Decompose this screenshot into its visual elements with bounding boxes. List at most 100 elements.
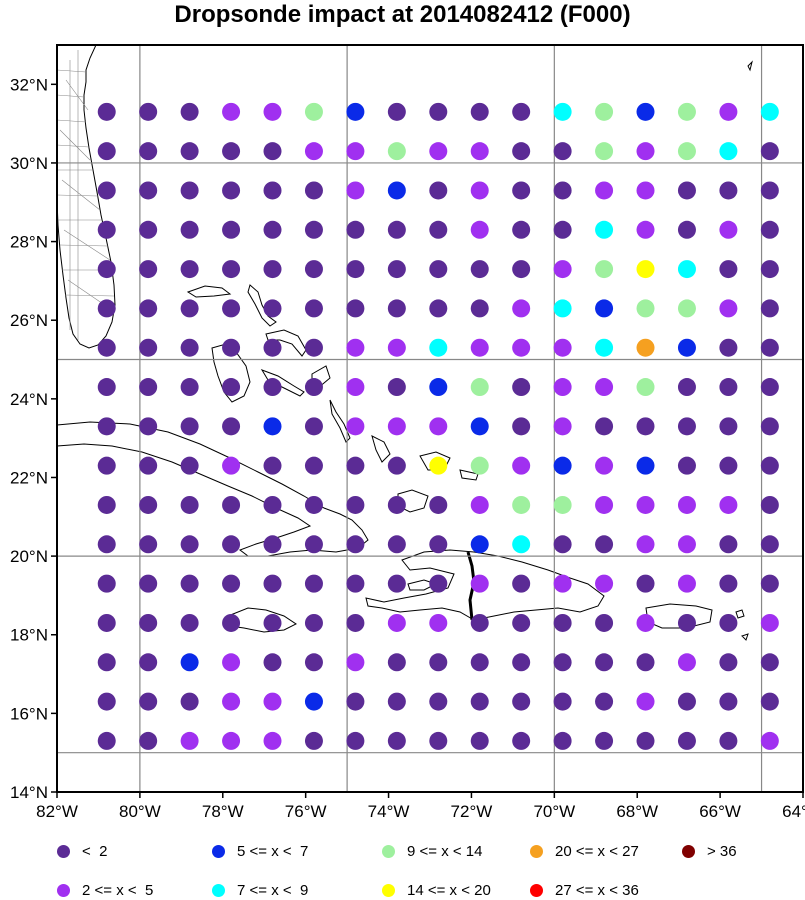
impact-point xyxy=(636,653,655,672)
impact-point xyxy=(387,574,406,593)
dropsonde-impact-map: 82°W 80°W 78°W 76°W 74°W 72°W 70°W 68°W 66°W 64°W… xyxy=(10,44,805,821)
impact-point xyxy=(139,102,158,121)
impact-point xyxy=(719,495,738,514)
impact-point xyxy=(595,378,614,397)
impact-point xyxy=(97,417,116,436)
impact-point xyxy=(222,653,241,672)
impact-point xyxy=(553,220,572,239)
impact-point xyxy=(180,220,199,239)
impact-point xyxy=(180,260,199,279)
impact-point xyxy=(719,613,738,632)
longitude-tick-label: 64°W xyxy=(782,802,805,821)
impact-point xyxy=(553,181,572,200)
county-lines xyxy=(56,50,115,340)
impact-point xyxy=(636,142,655,161)
legend-item: 9 <= x < 14 xyxy=(382,841,482,861)
impact-point xyxy=(139,574,158,593)
legend-label: 14 <= x < 20 xyxy=(407,881,491,899)
impact-point xyxy=(222,299,241,318)
impact-point xyxy=(346,574,365,593)
impact-point xyxy=(263,692,282,711)
impact-point xyxy=(429,653,448,672)
impact-point xyxy=(719,220,738,239)
longitude-tick-label: 78°W xyxy=(202,802,244,821)
impact-point xyxy=(760,102,779,121)
impact-point xyxy=(429,260,448,279)
impact-point xyxy=(553,338,572,357)
impact-point xyxy=(346,338,365,357)
longitude-tick-label: 82°W xyxy=(36,802,78,821)
impact-point xyxy=(470,495,489,514)
impact-point xyxy=(760,653,779,672)
impact-point xyxy=(595,102,614,121)
abaco xyxy=(247,284,277,327)
impact-point xyxy=(97,731,116,750)
impact-point xyxy=(304,613,323,632)
impact-point xyxy=(429,142,448,161)
impact-point xyxy=(636,220,655,239)
impact-point xyxy=(429,338,448,357)
impact-point xyxy=(346,417,365,436)
impact-point xyxy=(595,181,614,200)
impact-point xyxy=(553,142,572,161)
impact-point xyxy=(97,102,116,121)
impact-point xyxy=(387,260,406,279)
impact-point xyxy=(595,142,614,161)
impact-point xyxy=(180,299,199,318)
legend-label: 2 <= x < 5 xyxy=(82,881,154,899)
impact-point xyxy=(595,653,614,672)
impact-point xyxy=(512,495,531,514)
impact-point xyxy=(636,417,655,436)
impact-point xyxy=(304,220,323,239)
impact-point xyxy=(97,299,116,318)
impact-point xyxy=(263,574,282,593)
impact-point xyxy=(263,417,282,436)
legend-swatch xyxy=(57,844,70,858)
impact-point xyxy=(139,378,158,397)
impact-point xyxy=(512,220,531,239)
longitude-tick-label: 76°W xyxy=(285,802,327,821)
impact-point xyxy=(387,102,406,121)
impact-point xyxy=(470,653,489,672)
impact-point xyxy=(304,260,323,279)
impact-point xyxy=(636,535,655,554)
impact-point xyxy=(97,535,116,554)
legend-swatch xyxy=(530,883,543,897)
impact-point xyxy=(512,260,531,279)
impact-point xyxy=(512,653,531,672)
impact-point xyxy=(470,613,489,632)
impact-point xyxy=(553,102,572,121)
impact-point xyxy=(180,102,199,121)
impact-point xyxy=(429,181,448,200)
impact-point xyxy=(636,338,655,357)
impact-point xyxy=(677,338,696,357)
impact-point xyxy=(595,220,614,239)
impact-point xyxy=(346,692,365,711)
impact-point xyxy=(595,535,614,554)
impact-point xyxy=(636,260,655,279)
impact-point xyxy=(263,260,282,279)
impact-point xyxy=(304,142,323,161)
longitude-tick-label: 74°W xyxy=(368,802,410,821)
impact-point xyxy=(97,574,116,593)
impact-point xyxy=(595,456,614,475)
impact-point xyxy=(222,102,241,121)
impact-point xyxy=(304,378,323,397)
impact-point xyxy=(97,338,116,357)
bermuda xyxy=(747,60,753,72)
impact-point xyxy=(760,495,779,514)
longitude-tick-label: 68°W xyxy=(616,802,658,821)
impact-point xyxy=(97,142,116,161)
impact-point xyxy=(346,299,365,318)
impact-point xyxy=(304,731,323,750)
impact-point xyxy=(139,495,158,514)
impact-point xyxy=(387,299,406,318)
impact-point xyxy=(760,299,779,318)
impact-point xyxy=(263,338,282,357)
impact-point xyxy=(760,260,779,279)
impact-point xyxy=(263,535,282,554)
legend-item: > 36 xyxy=(682,841,737,861)
impact-point xyxy=(719,299,738,318)
impact-point xyxy=(180,574,199,593)
impact-point xyxy=(512,692,531,711)
